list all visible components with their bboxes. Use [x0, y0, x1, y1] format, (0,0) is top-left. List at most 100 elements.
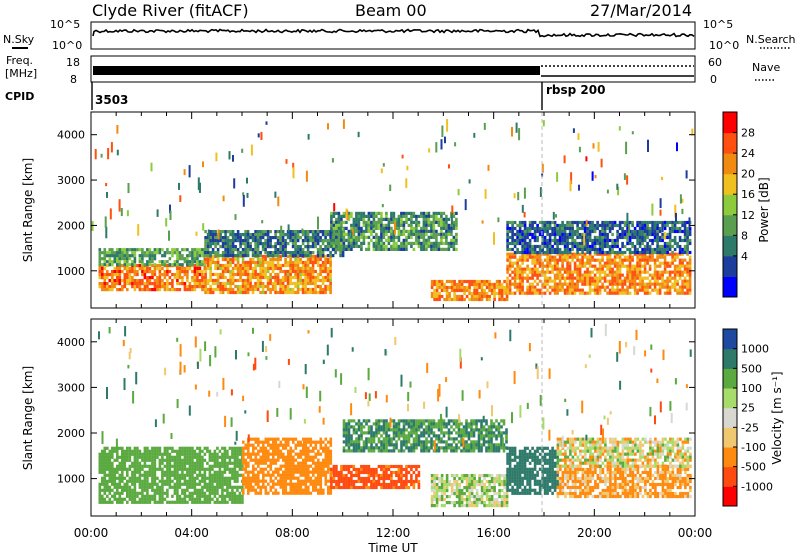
- heatmap-cell: [247, 461, 250, 465]
- heatmap-cell: [521, 258, 524, 262]
- heatmap-cell: [254, 248, 257, 252]
- heatmap-cell: [568, 264, 572, 268]
- heatmap-cell: [156, 449, 159, 453]
- heatmap-cell: [136, 270, 139, 274]
- heatmap-cell: [400, 223, 403, 227]
- heatmap-cell: [521, 252, 524, 256]
- heatmap-cell: [417, 214, 421, 218]
- heatmap-cell: [176, 497, 179, 501]
- heatmap-cell: [548, 255, 552, 259]
- heatmap-cell: [266, 245, 270, 249]
- heatmap-cell: [576, 241, 579, 246]
- heatmap-cell: [569, 180, 572, 192]
- heatmap-cell: [387, 220, 391, 224]
- heatmap-cell: [598, 250, 602, 255]
- heatmap-cell: [118, 476, 122, 480]
- heatmap-cell: [262, 461, 265, 465]
- heatmap-cell: [516, 241, 519, 246]
- heatmap-cell: [485, 282, 489, 287]
- heatmap-cell: [168, 230, 170, 241]
- heatmap-cell: [242, 455, 245, 459]
- heatmap-cell: [577, 133, 580, 140]
- heatmap-cell: [558, 285, 562, 289]
- heatmap-cell: [188, 267, 192, 271]
- heatmap-cell: [108, 248, 112, 252]
- heatmap-cell: [171, 273, 174, 277]
- station-title: Clyde River (fitACF): [92, 1, 249, 20]
- heatmap-cell: [244, 284, 247, 289]
- heatmap-cell: [98, 267, 102, 271]
- heatmap-cell: [262, 476, 265, 480]
- heatmap-cell: [671, 223, 674, 228]
- heatmap-cell: [415, 241, 418, 245]
- heatmap-cell: [101, 467, 104, 471]
- heatmap-cell: [242, 192, 245, 196]
- heatmap-cell: [291, 260, 295, 265]
- heatmap-cell: [287, 476, 290, 480]
- heatmap-cell: [267, 455, 270, 459]
- heatmap-cell: [128, 485, 132, 489]
- heatmap-cell: [316, 239, 320, 243]
- heatmap-cell: [146, 446, 149, 450]
- heatmap-cell: [341, 227, 344, 231]
- heatmap-cell: [239, 263, 242, 268]
- heatmap-cell: [141, 479, 144, 483]
- beam-label: Beam 00: [355, 1, 427, 20]
- heatmap-cell: [686, 229, 689, 234]
- heatmap-cell: [433, 294, 436, 299]
- heatmap-cell: [274, 254, 277, 258]
- heatmap-cell: [628, 273, 632, 277]
- heatmap-cell: [181, 464, 184, 468]
- heatmap-cell: [326, 287, 330, 292]
- heatmap-cell: [563, 247, 567, 252]
- heatmap-cell: [372, 241, 376, 245]
- heatmap-cell: [400, 241, 403, 245]
- heatmap-cell: [688, 250, 692, 255]
- heatmap-cell: [367, 229, 371, 233]
- heatmap-cell: [623, 288, 627, 292]
- heatmap-cell: [188, 464, 192, 468]
- heatmap-cell: [671, 276, 674, 280]
- heatmap-cell: [218, 494, 222, 498]
- heatmap-cell: [166, 494, 169, 498]
- heatmap-cell: [445, 294, 449, 299]
- heatmap-cell: [238, 485, 242, 489]
- heatmap-cell: [427, 220, 431, 224]
- heatmap-cell: [683, 223, 687, 228]
- heatmap-cell: [372, 247, 376, 251]
- heatmap-cell: [226, 257, 230, 262]
- heatmap-cell: [143, 263, 147, 267]
- heatmap-cell: [553, 273, 557, 277]
- heatmap-cell: [103, 476, 107, 480]
- heatmap-cell: [294, 269, 297, 274]
- heatmap-cell: [673, 226, 677, 231]
- heatmap-cell: [586, 232, 589, 237]
- heatmap-cell: [551, 288, 554, 292]
- heatmap-cell: [274, 449, 278, 453]
- heatmap-cell: [641, 250, 644, 255]
- heatmap-cell: [561, 223, 564, 228]
- heatmap-cell: [686, 244, 689, 249]
- heatmap-cell: [196, 248, 199, 252]
- heatmap-cell: [181, 270, 184, 274]
- heatmap-cell: [261, 284, 265, 289]
- heatmap-cell: [269, 479, 273, 483]
- heatmap-cell: [372, 226, 376, 230]
- heatmap-cell: [435, 247, 438, 251]
- heatmap-cell: [314, 245, 317, 249]
- heatmap-cell: [526, 226, 529, 231]
- heatmap-cell: [661, 273, 664, 277]
- heatmap-cell: [128, 276, 132, 280]
- heatmap-cell: [546, 255, 549, 259]
- heatmap-cell: [450, 244, 453, 248]
- heatmap-cell: [316, 275, 320, 280]
- heatmap-cell: [686, 261, 689, 265]
- heatmap-cell: [631, 264, 634, 268]
- heatmap-cell: [173, 467, 177, 471]
- heatmap-cell: [658, 229, 662, 234]
- heatmap-cell: [136, 282, 139, 286]
- heatmap-cell: [686, 285, 689, 289]
- heatmap-cell: [581, 264, 584, 268]
- heatmap-cell: [618, 258, 622, 262]
- heatmap-cell: [254, 230, 257, 234]
